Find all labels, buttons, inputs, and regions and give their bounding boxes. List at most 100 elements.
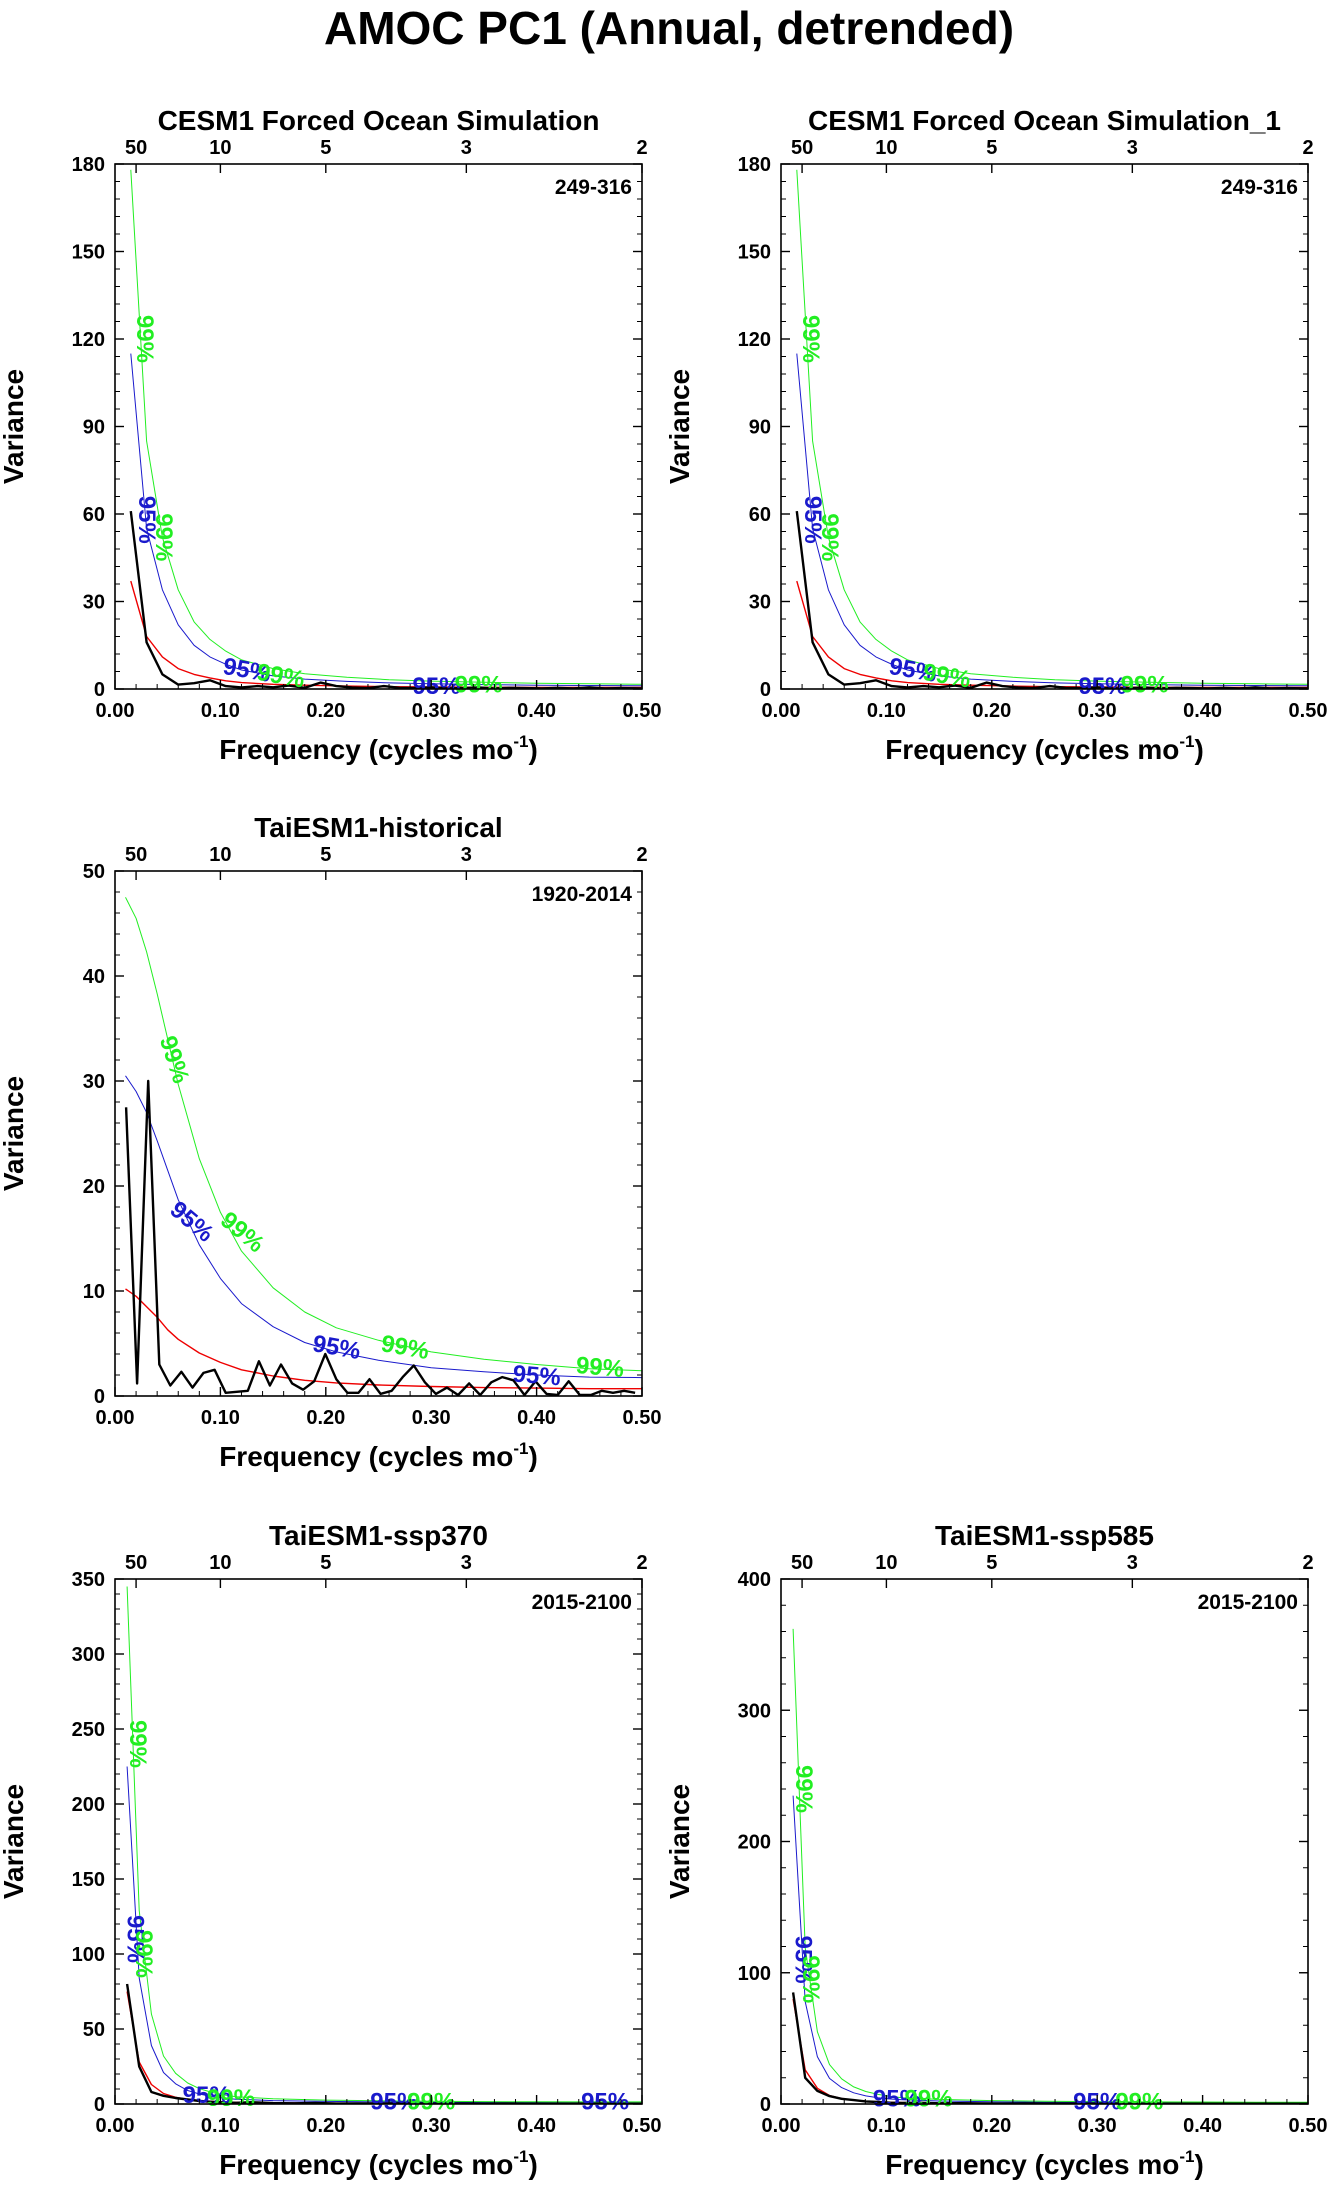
series-line-conf95 <box>130 353 642 687</box>
y-tick-label: 10 <box>83 1281 105 1303</box>
panel-title: TaiESM1-historical <box>254 812 502 843</box>
x-tick-label: 0.20 <box>306 700 345 722</box>
y-tick-label: 400 <box>738 1569 771 1591</box>
x-axis-label-sup: -1 <box>513 1439 528 1458</box>
series-line-conf99 <box>792 1628 1308 2103</box>
period-tick-label: 5 <box>986 1552 997 1574</box>
plot-frame <box>780 163 1309 690</box>
series-line-conf99 <box>125 897 642 1372</box>
y-tick-label: 0 <box>94 1386 105 1408</box>
confidence-label-conf99: 99% <box>124 1720 151 1768</box>
x-axis-label: Frequency (cycles mo-1) <box>219 2147 538 2180</box>
period-tick-label: 2 <box>636 1552 647 1574</box>
period-tick-label: 5 <box>320 137 331 159</box>
confidence-label-conf95: 95% <box>412 673 460 700</box>
period-tick-label: 2 <box>636 137 647 159</box>
x-axis-label: Frequency (cycles mo-1) <box>885 2147 1204 2180</box>
x-tick-label: 0.30 <box>1078 700 1117 722</box>
x-tick-label: 0.40 <box>517 700 556 722</box>
y-tick-label: 150 <box>738 242 771 264</box>
y-tick-label: 90 <box>83 417 105 439</box>
chart-panel-2: CESM1 Forced Ocean Simulation_1 249-316 99… <box>664 105 1327 765</box>
panel-title: TaiESM1-ssp370 <box>269 1520 488 1551</box>
x-axis-label: Frequency (cycles mo-1) <box>885 732 1204 765</box>
confidence-label-conf99: 99% <box>150 513 177 561</box>
y-tick-label: 120 <box>738 329 771 351</box>
confidence-label-conf99: 99% <box>816 513 843 561</box>
confidence-label-conf99: 99% <box>131 315 158 363</box>
range-label: 249-316 <box>555 176 632 199</box>
confidence-label-conf95: 95% <box>581 2089 629 2116</box>
y-tick-label: 200 <box>72 1794 105 1816</box>
panels: CESM1 Forced Ocean Simulation249-31699%9… <box>0 105 1327 2180</box>
y-tick-label: 20 <box>83 1176 105 1198</box>
period-tick-label: 10 <box>209 844 231 866</box>
confidence-label-conf95: 95% <box>165 1196 219 1248</box>
x-axis-label-end: ) <box>528 2149 537 2180</box>
x-tick-label: 0.20 <box>972 700 1011 722</box>
confidence-label-conf99: 99% <box>379 1330 431 1365</box>
series-line-conf99 <box>796 169 1308 685</box>
y-tick-label: 30 <box>83 592 105 614</box>
confidence-label-conf99: 99% <box>575 1352 625 1383</box>
x-tick-label: 0.30 <box>1078 2115 1117 2137</box>
panel-title: CESM1 Forced Ocean Simulation_1 <box>808 105 1281 136</box>
confidence-label-conf99: 99% <box>207 2085 255 2112</box>
x-tick-label: 0.50 <box>1289 700 1328 722</box>
range-label: 249-316 <box>1221 176 1298 199</box>
x-tick-label: 0.30 <box>412 2115 451 2137</box>
x-tick-label: 0.50 <box>623 2115 662 2137</box>
y-tick-label: 0 <box>760 2094 771 2116</box>
y-tick-label: 0 <box>94 679 105 701</box>
y-tick-label: 60 <box>749 504 771 526</box>
y-tick-label: 50 <box>83 861 105 883</box>
y-tick-label: 40 <box>83 966 105 988</box>
x-axis-label-end: ) <box>528 1441 537 1472</box>
confidence-label-conf99: 99% <box>455 671 503 698</box>
period-tick-label: 2 <box>1302 1552 1313 1574</box>
x-tick-label: 0.00 <box>762 2115 801 2137</box>
x-tick-label: 0.20 <box>306 2115 345 2137</box>
period-tick-label: 50 <box>125 1552 147 1574</box>
x-tick-label: 0.30 <box>412 700 451 722</box>
period-tick-label: 10 <box>875 1552 897 1574</box>
x-axis-label-main: Frequency (cycles mo <box>885 734 1179 765</box>
x-tick-label: 0.00 <box>96 700 135 722</box>
period-tick-label: 50 <box>125 844 147 866</box>
period-tick-label: 50 <box>791 137 813 159</box>
panel-title: CESM1 Forced Ocean Simulation <box>158 105 600 136</box>
x-tick-label: 0.40 <box>1183 700 1222 722</box>
x-axis-label: Frequency (cycles mo-1) <box>219 1439 538 1472</box>
y-tick-label: 30 <box>83 1071 105 1093</box>
y-axis-label: Variance <box>0 369 29 484</box>
period-tick-label: 2 <box>1302 137 1313 159</box>
y-tick-label: 100 <box>738 1963 771 1985</box>
x-tick-label: 0.10 <box>201 700 240 722</box>
y-tick-label: 180 <box>738 154 771 176</box>
range-label: 2015-2100 <box>532 1591 632 1614</box>
y-tick-label: 0 <box>94 2094 105 2116</box>
confidence-label-conf95: 95% <box>122 1915 149 1963</box>
x-tick-label: 0.40 <box>517 1407 556 1429</box>
period-tick-label: 3 <box>461 1552 472 1574</box>
x-tick-label: 0.10 <box>201 2115 240 2137</box>
y-tick-label: 250 <box>72 1719 105 1741</box>
y-tick-label: 30 <box>749 592 771 614</box>
series-group <box>791 1628 1308 2104</box>
y-tick-label: 50 <box>83 2019 105 2041</box>
period-tick-label: 5 <box>320 1552 331 1574</box>
period-tick-label: 50 <box>791 1552 813 1574</box>
x-tick-label: 0.20 <box>972 2115 1011 2137</box>
confidence-label-conf99: 99% <box>797 1955 824 2003</box>
confidence-label-conf95: 95% <box>790 1936 817 1984</box>
series-line-conf95 <box>125 1075 642 1379</box>
period-tick-label: 3 <box>461 844 472 866</box>
y-tick-label: 350 <box>72 1569 105 1591</box>
period-tick-label: 50 <box>125 137 147 159</box>
period-tick-label: 5 <box>320 844 331 866</box>
series-line-spectrum <box>129 510 642 689</box>
x-tick-label: 0.00 <box>96 1407 135 1429</box>
period-tick-label: 2 <box>636 844 647 866</box>
